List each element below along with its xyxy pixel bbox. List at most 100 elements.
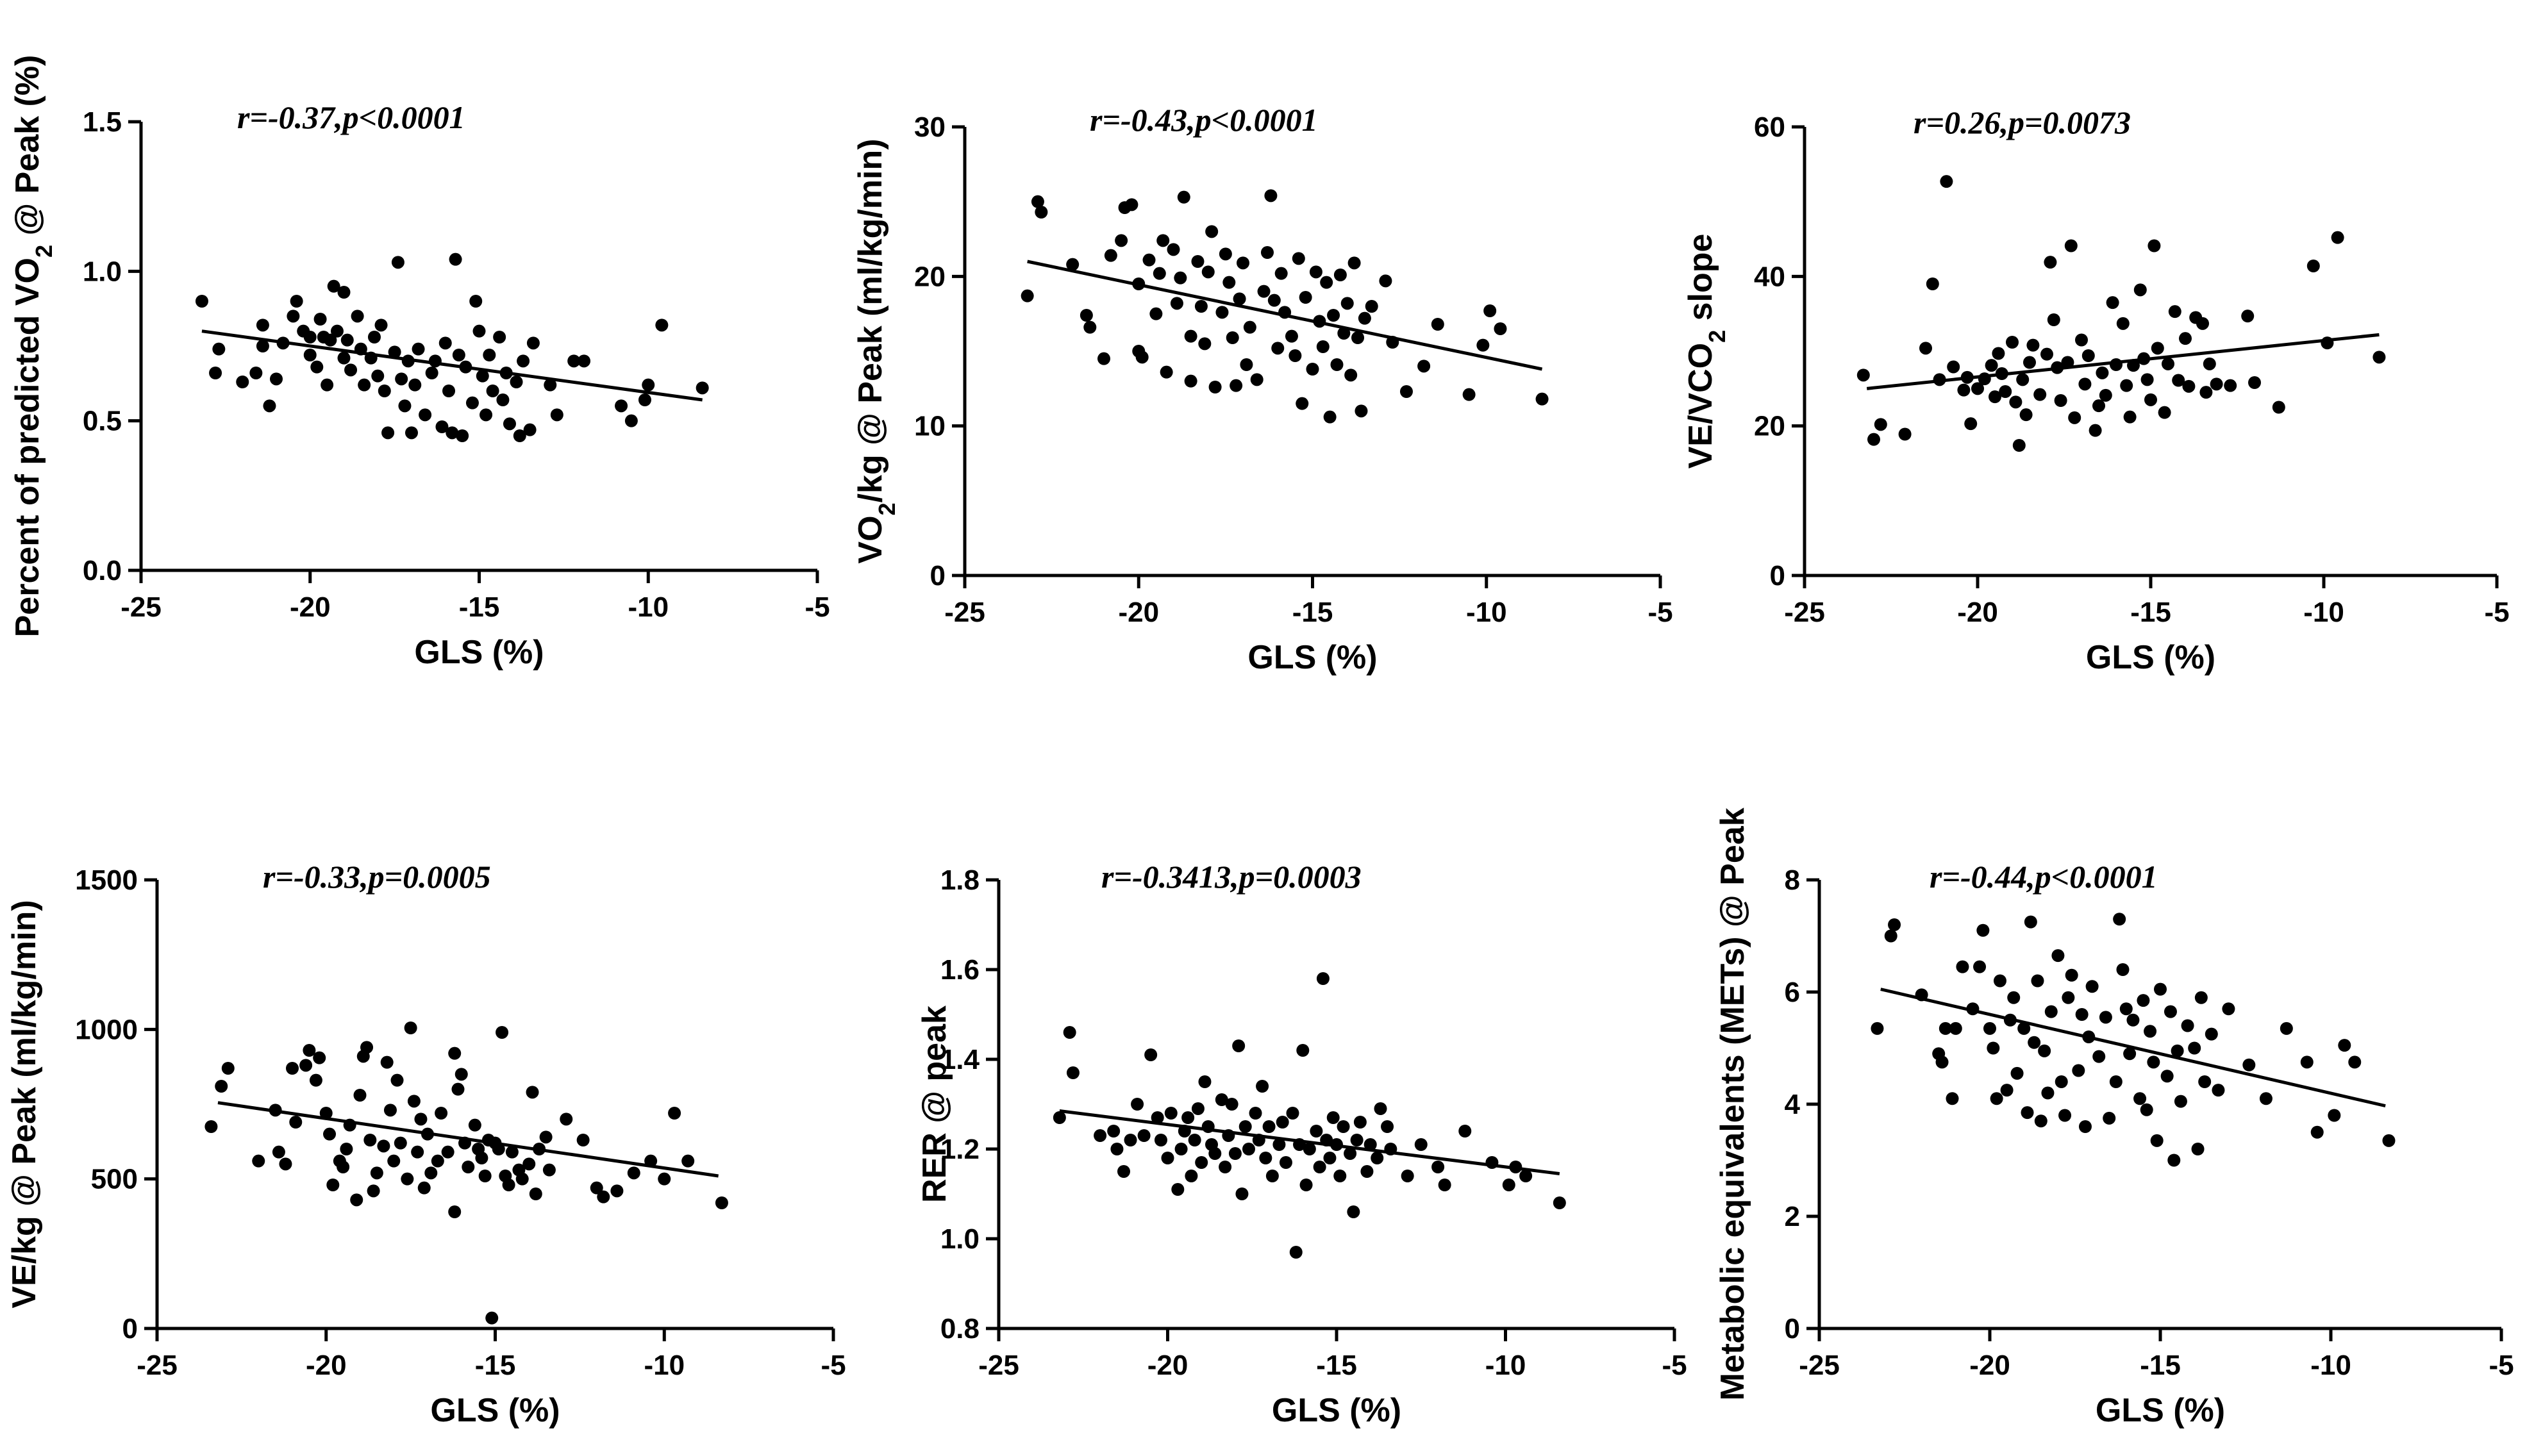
data-point	[412, 342, 425, 356]
data-point	[1431, 1161, 1445, 1173]
data-point	[1238, 1120, 1252, 1133]
x-tick-label: -5	[2484, 597, 2509, 628]
data-point	[1097, 352, 1110, 365]
data-point	[263, 399, 276, 413]
data-point	[529, 1187, 542, 1200]
data-point	[2147, 1055, 2160, 1069]
data-point	[550, 408, 563, 422]
data-point	[576, 1134, 590, 1146]
data-point	[2188, 1041, 2201, 1055]
data-point	[1303, 1143, 1316, 1155]
data-point	[2174, 1095, 2187, 1108]
data-point	[597, 1190, 610, 1204]
data-point	[1031, 195, 1044, 208]
data-point	[1080, 309, 1093, 322]
data-point	[1252, 1134, 1265, 1146]
data-point	[1509, 1161, 1522, 1173]
data-point	[480, 408, 493, 422]
x-tick-label: -10	[1485, 1350, 1526, 1381]
y-tick-label: 0	[122, 1313, 138, 1344]
y-axis-title: Metabolic equivalents (METs) @ Peak	[1714, 807, 1751, 1400]
data-point	[475, 1152, 488, 1164]
data-point	[578, 354, 591, 368]
y-axis-title-part: slope	[1682, 234, 1719, 330]
y-tick-label: 60	[1754, 112, 1785, 143]
data-point	[1355, 404, 1368, 418]
y-axis-title: RER @ peak	[916, 1005, 953, 1203]
data-point	[256, 340, 269, 352]
x-tick-label: -25	[944, 597, 985, 628]
data-point	[1219, 247, 1232, 261]
y-axis-title-subscript: 2	[874, 502, 900, 515]
data-point	[1278, 306, 1292, 319]
data-point	[523, 423, 537, 436]
x-tick-label: -25	[137, 1350, 178, 1381]
data-point	[431, 1154, 444, 1168]
data-point	[287, 310, 300, 323]
data-point	[252, 1154, 265, 1168]
data-point	[441, 1145, 455, 1159]
data-point	[539, 1130, 553, 1144]
x-axis-title: GLS (%)	[414, 634, 544, 671]
data-point	[2203, 357, 2216, 370]
data-point	[414, 1113, 428, 1126]
data-point	[1947, 360, 1960, 374]
data-point	[1161, 1152, 1174, 1164]
data-point	[465, 396, 479, 410]
data-point	[378, 385, 391, 397]
data-point	[303, 349, 317, 361]
data-point	[459, 360, 472, 374]
data-point	[2196, 317, 2209, 330]
data-point	[1371, 1152, 1384, 1164]
data-point	[1021, 289, 1034, 302]
x-tick-label: -15	[459, 592, 500, 623]
data-point	[2133, 1092, 2147, 1105]
x-axis-title: GLS (%)	[1272, 1392, 1401, 1429]
data-point	[2321, 336, 2334, 350]
y-tick-label: 0	[1770, 560, 1785, 592]
data-point	[1973, 960, 1987, 973]
data-point	[1971, 382, 1984, 395]
data-point	[1347, 1205, 1360, 1218]
x-axis-title: GLS (%)	[1247, 639, 1377, 676]
data-point	[1306, 363, 1319, 376]
data-point	[610, 1184, 624, 1198]
correlation-annotation: r=-0.3413,p=0.0003	[1101, 859, 1362, 895]
y-tick-label: 500	[91, 1164, 138, 1195]
data-point	[1240, 358, 1253, 371]
data-point	[455, 1068, 468, 1081]
y-tick-label: 6	[1785, 977, 1800, 1008]
data-point	[2310, 1125, 2324, 1139]
data-point	[1483, 304, 1497, 317]
data-point	[1264, 189, 1278, 203]
data-point	[313, 313, 327, 326]
data-point	[2241, 310, 2255, 323]
data-point	[408, 378, 422, 392]
data-point	[715, 1196, 728, 1209]
data-point	[407, 1095, 421, 1108]
data-point	[1867, 433, 1880, 446]
data-point	[310, 360, 324, 374]
data-point	[1115, 234, 1128, 247]
data-point	[343, 1118, 356, 1132]
data-point	[2210, 377, 2223, 391]
data-point	[1978, 372, 1991, 386]
x-tick-label: -20	[1147, 1350, 1188, 1381]
data-point	[2137, 994, 2150, 1007]
data-point	[658, 1172, 671, 1186]
data-point	[370, 1166, 383, 1180]
data-point	[1235, 1187, 1249, 1200]
y-axis-title: VE/VCO2 slope	[1682, 234, 1730, 469]
x-tick-label: -20	[1118, 597, 1159, 628]
data-point	[446, 426, 459, 440]
data-point	[2054, 394, 2067, 407]
data-point	[323, 1127, 337, 1141]
data-point	[2164, 1005, 2177, 1018]
data-point	[2137, 352, 2151, 365]
data-point	[2148, 239, 2161, 252]
data-point	[398, 399, 412, 413]
data-point	[2113, 913, 2126, 926]
correlation-annotation: r=-0.44,p<0.0001	[1930, 859, 2158, 895]
data-point	[1299, 1179, 1313, 1191]
data-point	[330, 324, 344, 338]
